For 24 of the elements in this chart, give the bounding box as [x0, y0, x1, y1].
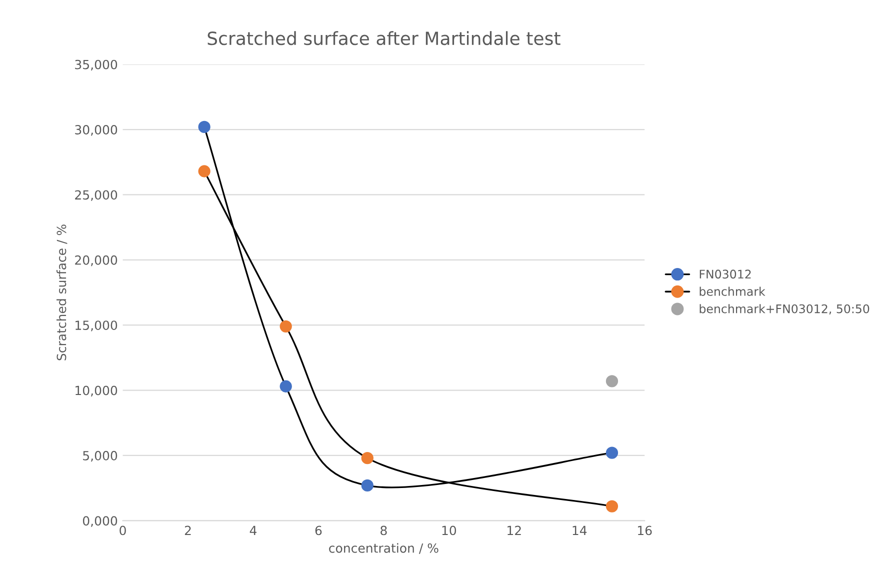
legend-label: benchmark+FN03012, 50:50: [700, 304, 870, 314]
chart-title: Scratched surface after Martindale test: [208, 31, 560, 46]
x-tick-label: 10: [442, 526, 456, 536]
x-tick-label: 2: [184, 526, 191, 536]
y-tick-label: 20,000: [75, 255, 118, 266]
y-tick-label: 15,000: [76, 320, 118, 332]
y-tick-label: 10,000: [76, 386, 118, 396]
x-tick-label: 6: [315, 526, 322, 536]
y-tick-label: 25,000: [75, 190, 118, 201]
y-tick-label: 0,000: [82, 516, 118, 527]
x-tick-label: 16: [638, 526, 652, 536]
legend-label: benchmark: [700, 286, 766, 296]
y-tick-label: 35,000: [75, 60, 118, 71]
x-tick-label: 4: [250, 526, 257, 536]
legend-label: FN03012: [700, 270, 751, 279]
x-tick-label: 12: [508, 526, 521, 536]
x-tick-label: 0: [120, 526, 126, 536]
x-tick-label: 14: [572, 526, 587, 536]
y-tick-label: 30,000: [75, 125, 118, 136]
y-axis-title: Scratched surface / %: [56, 224, 68, 360]
y-tick-label: 5,000: [83, 450, 118, 462]
point: [606, 375, 618, 388]
x-axis-title: concentration / %: [329, 543, 438, 554]
x-tick-label: 8: [380, 526, 387, 536]
